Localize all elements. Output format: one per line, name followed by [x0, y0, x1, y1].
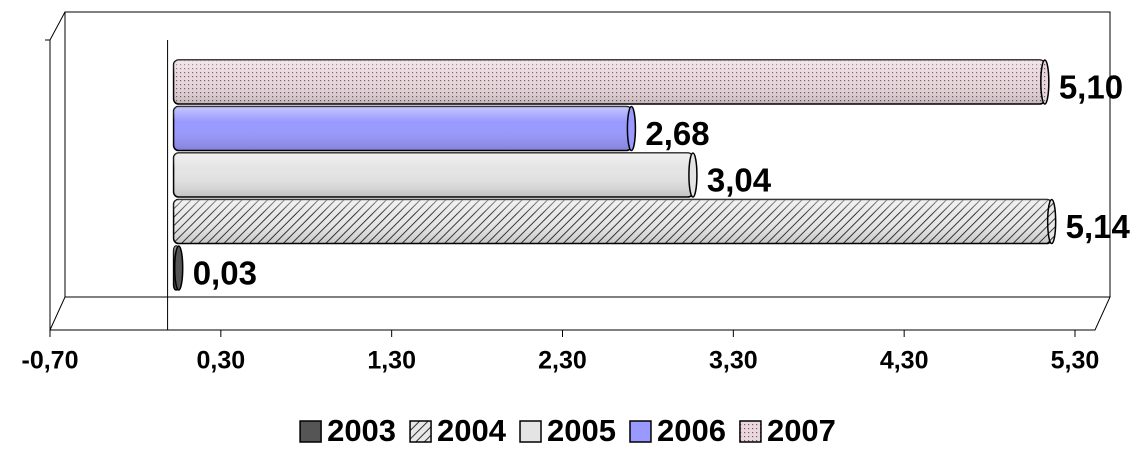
bar-shine [173, 60, 1045, 104]
x-tick-label: 5,30 [1051, 347, 1100, 375]
legend-swatch [739, 420, 762, 443]
bar-cap [688, 152, 698, 198]
x-tick-label: 1,30 [367, 347, 416, 375]
bar-shine [173, 199, 1052, 244]
bar-shine [173, 106, 632, 151]
bar-cap [173, 245, 184, 291]
legend-swatch [519, 420, 542, 443]
bar-cap [626, 105, 637, 152]
bar-cap [1046, 198, 1057, 245]
legend-label: 2003 [327, 413, 396, 447]
bar-shine [173, 153, 693, 197]
x-tick-label: 3,30 [709, 347, 758, 375]
value-label: 3,04 [707, 162, 772, 199]
legend-label: 2006 [657, 413, 726, 447]
legend-label: 2004 [437, 413, 507, 447]
x-tick-label: 2,30 [538, 347, 587, 375]
value-label: 2,68 [645, 115, 709, 152]
legend-label: 2007 [767, 413, 836, 447]
value-label: 0,03 [193, 255, 257, 292]
x-tick-label: 0,30 [196, 347, 245, 375]
x-tick-label: 4,30 [880, 347, 929, 375]
plot-frame [45, 11, 1111, 331]
value-label: 5,10 [1059, 69, 1123, 106]
legend-swatch [629, 420, 652, 443]
legend-swatch [299, 420, 322, 443]
value-label: 5,14 [1066, 208, 1131, 245]
bar-cap [1040, 59, 1050, 105]
x-tick-label: -0,70 [22, 347, 79, 375]
legend-label: 2005 [547, 413, 616, 447]
legend-swatch [409, 420, 432, 443]
